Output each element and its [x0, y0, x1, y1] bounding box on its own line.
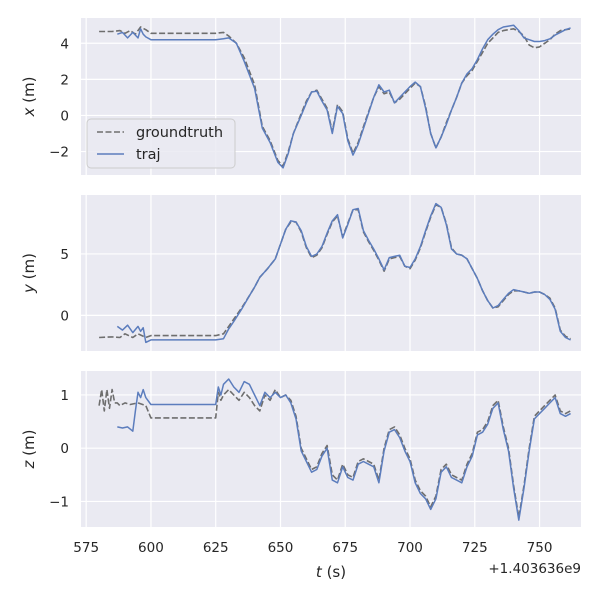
panel-3-xtick-label-0: 575 [73, 540, 99, 556]
panel-1-series-traj-line [117, 24, 571, 169]
panel-1-ytick-label-0: 4 [60, 36, 69, 52]
panel-2-ytick-label-0: 5 [60, 247, 69, 263]
panel-3-ytick-label-1: 0 [60, 441, 69, 457]
panel-3-ylabel-var: z [20, 459, 38, 469]
panel-3-xtick-label-7: 750 [527, 540, 553, 556]
panel-3-ylabel-unit: (m) [20, 430, 38, 461]
panel-3-series-traj-line [117, 378, 571, 521]
panel-2-ylabel: y (m) [20, 253, 38, 294]
panel-2: 5 0 y (m) [20, 195, 581, 351]
panel-1-ylabel-var: x [20, 107, 38, 117]
panel-3-xtick-label-4: 675 [332, 540, 358, 556]
panel-2-ylabel-var: y [20, 283, 38, 294]
panel-3-xtick-label-6: 725 [462, 540, 488, 556]
panel-2-background [81, 195, 581, 351]
panel-3-xtick-label-1: 600 [138, 540, 164, 556]
panel-3-ytick-label-2: −1 [49, 494, 69, 510]
legend: groundtruth traj [86, 118, 236, 169]
x-axis-offset-text: +1.403636e9 [488, 561, 581, 577]
panel-3: 1 0 −1 z (m) 575 600 625 650 675 700 725 750 t (s) +1… [20, 371, 581, 581]
panel-1-ylabel: x (m) [20, 77, 38, 118]
panel-2-ylabel-unit: (m) [20, 253, 38, 284]
panel-1-series-groundtruth-line [99, 26, 571, 167]
panel-2-ytick-label-1: 0 [60, 308, 69, 324]
panel-3-ylabel: z (m) [20, 430, 38, 470]
panel-1-ytick-label-3: −2 [49, 145, 69, 161]
legend-label-traj: traj [136, 147, 161, 163]
panel-3-ytick-label-0: 1 [60, 388, 69, 404]
legend-label-groundtruth: groundtruth [136, 125, 223, 141]
panel-1-ytick-label-1: 2 [60, 72, 69, 88]
x-axis-label: t (s) [316, 563, 346, 581]
panel-3-series-groundtruth-line [98, 388, 571, 519]
panel-3-xtick-label-5: 700 [397, 540, 423, 556]
panel-1-ytick-label-2: 0 [60, 108, 69, 124]
x-axis-label-var: t [316, 563, 323, 581]
panel-3-xtick-label-2: 625 [203, 540, 229, 556]
panel-2-series-traj-line [116, 202, 571, 344]
panel-1-ylabel-unit: (m) [20, 77, 38, 108]
panel-1: 4 2 0 −2 x (m) groundtruth traj [20, 18, 581, 175]
panel-3-xtick-label-3: 650 [268, 540, 294, 556]
x-axis-label-unit: (s) [322, 563, 346, 581]
